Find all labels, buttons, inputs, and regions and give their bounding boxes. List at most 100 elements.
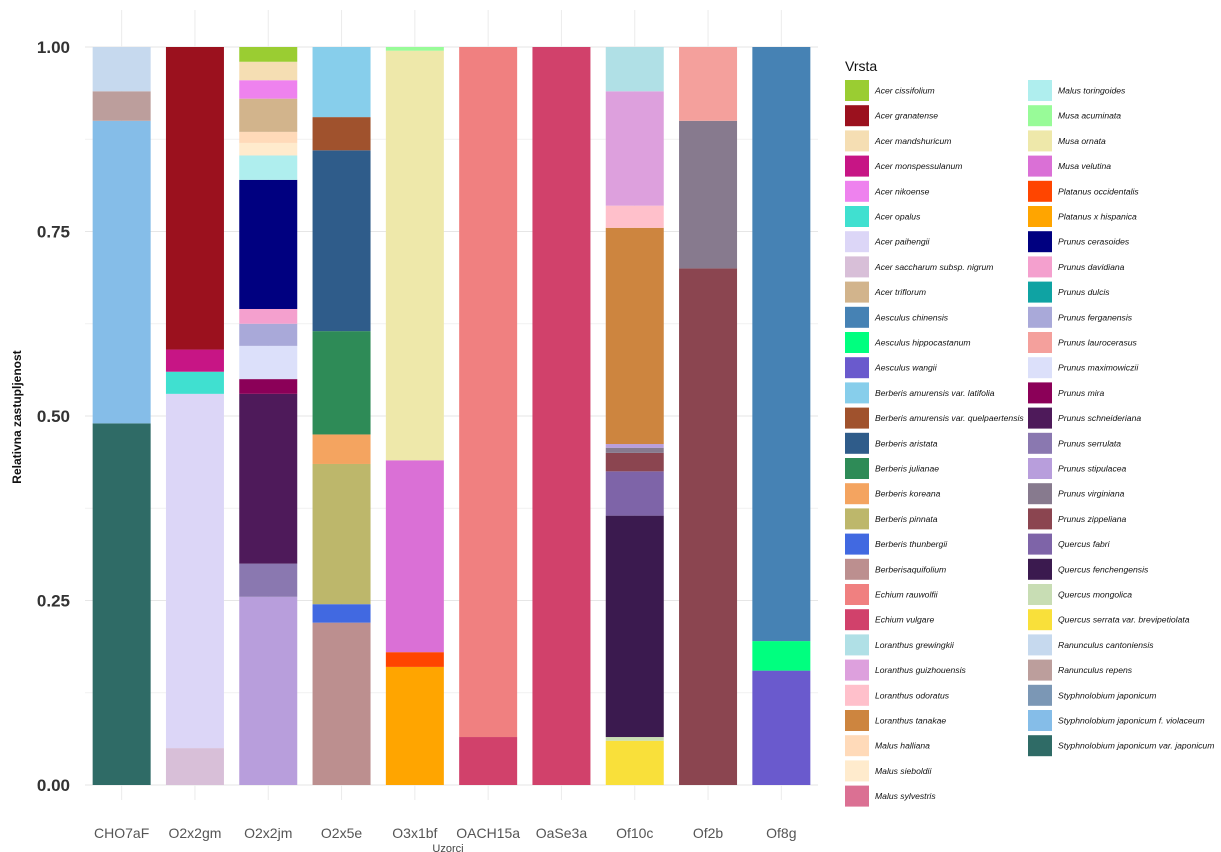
- legend-label: Prunus virginiana: [1058, 489, 1125, 499]
- legend-swatch: [845, 130, 869, 152]
- bar-segment: [605, 515, 664, 738]
- legend-swatch: [845, 760, 869, 782]
- legend-swatch: [845, 80, 869, 101]
- bar-segment: [385, 460, 444, 653]
- legend-label: Styphnolobium japonicum f. violaceum: [1058, 716, 1205, 726]
- legend-label: Ranunculus cantoniensis: [1058, 640, 1154, 650]
- y-tick-label: 0.75: [37, 223, 70, 242]
- legend-label: Berberis julianae: [875, 464, 939, 474]
- legend-swatch: [1028, 256, 1052, 278]
- legend-label: Acer saccharum subsp. nigrum: [874, 262, 993, 272]
- legend-label: Aesculus hippocastanum: [874, 338, 971, 348]
- bar-segment: [165, 393, 224, 749]
- bar-segment: [312, 47, 371, 118]
- x-tick-label: Of8g: [766, 825, 796, 841]
- bars: [92, 47, 811, 785]
- legend-label: Styphnolobium japonicum: [1058, 690, 1156, 700]
- legend-label: Malus halliana: [875, 741, 930, 751]
- y-tick-label: 0.00: [37, 776, 70, 795]
- legend-label: Malus sieboldii: [875, 766, 932, 776]
- bar-segment: [239, 155, 298, 180]
- legend-swatch: [1028, 432, 1052, 454]
- legend-swatch: [1028, 382, 1052, 404]
- legend-label: Prunus dulcis: [1058, 287, 1110, 297]
- bar-segment: [239, 323, 298, 346]
- bar-segment: [679, 268, 738, 785]
- bar-segment: [752, 47, 811, 642]
- bar-segment: [605, 452, 664, 472]
- legend-swatch: [1028, 508, 1052, 530]
- legend-swatch: [845, 533, 869, 555]
- legend-swatch: [845, 458, 869, 479]
- legend-swatch: [1028, 281, 1052, 303]
- bar-segment: [239, 179, 298, 309]
- bar-segment: [239, 393, 298, 564]
- legend-swatch: [1028, 609, 1052, 631]
- legend-swatch: [1028, 155, 1052, 177]
- legend-label: Loranthus tanakae: [875, 716, 946, 726]
- bar-segment: [312, 150, 371, 332]
- legend-label: Prunus davidiana: [1058, 262, 1125, 272]
- legend-label: Acer granatense: [874, 111, 938, 121]
- bar-segment: [165, 748, 224, 785]
- bar-segment: [239, 47, 298, 62]
- legend-label: Prunus stipulacea: [1058, 464, 1127, 474]
- legend-label: Quercus fenchengensis: [1058, 564, 1149, 574]
- legend-label: Berberis koreana: [875, 489, 941, 499]
- legend-label: Berberisaquifolium: [875, 564, 946, 574]
- legend-swatch: [845, 432, 869, 454]
- legend-label: Acer monspessulanum: [874, 161, 962, 171]
- legend-label: Echium vulgare: [875, 615, 934, 625]
- bar-segment: [605, 91, 664, 206]
- legend-label: Platanus x hispanica: [1058, 212, 1137, 222]
- bar-segment: [92, 423, 151, 785]
- bar-segment: [239, 61, 298, 81]
- legend-swatch: [1028, 533, 1052, 555]
- legend-label: Malus sylvestris: [875, 791, 936, 801]
- bar-segment: [752, 670, 811, 785]
- legend-label: Acer mandshuricum: [874, 136, 951, 146]
- legend-swatch: [845, 634, 869, 656]
- legend-swatch: [845, 105, 869, 127]
- legend-label: Echium rauwolfii: [875, 590, 939, 600]
- legend-label: Musa ornata: [1058, 136, 1106, 146]
- bar-segment: [679, 120, 738, 269]
- legend-swatch: [845, 659, 869, 681]
- legend-swatch: [845, 558, 869, 580]
- legend-label: Berberis amurensis var. quelpaertensis: [875, 413, 1024, 423]
- bar-segment: [312, 463, 371, 605]
- bar-segment: [605, 205, 664, 228]
- legend-label: Berberis amurensis var. latifolia: [875, 388, 995, 398]
- legend-swatch: [845, 357, 869, 379]
- x-tick-label: Of2b: [693, 825, 724, 841]
- bar-segment: [165, 349, 224, 372]
- bar-segment: [312, 622, 371, 785]
- legend-label: Prunus schneideriana: [1058, 413, 1141, 423]
- legend-swatch: [1028, 558, 1052, 580]
- bar-segment: [605, 47, 664, 92]
- legend-label: Quercus mongolica: [1058, 590, 1132, 600]
- bar-segment: [239, 98, 298, 132]
- bar-segment: [312, 434, 371, 464]
- legend-swatch: [1028, 710, 1052, 731]
- legend-label: Acer opalus: [874, 212, 921, 222]
- legend-swatch: [1028, 231, 1052, 253]
- y-tick-label: 0.50: [37, 407, 70, 426]
- bar-segment: [239, 379, 298, 394]
- bar-segment: [312, 331, 371, 435]
- x-tick-label: O3x1bf: [392, 825, 437, 841]
- legend-swatch: [845, 584, 869, 605]
- legend-swatch: [845, 684, 869, 706]
- bar-segment: [92, 47, 151, 92]
- bar-segment: [239, 563, 298, 597]
- legend-swatch: [845, 332, 869, 353]
- legend-label: Prunus ferganensis: [1058, 312, 1133, 322]
- legend-swatch: [845, 785, 869, 807]
- legend-label: Styphnolobium japonicum var. japonicum: [1058, 741, 1214, 751]
- bar-segment: [385, 50, 444, 461]
- bar-segment: [532, 47, 591, 785]
- legend-swatch: [1028, 735, 1052, 757]
- bar-segment: [165, 47, 224, 350]
- x-tick-label: O2x2jm: [244, 825, 292, 841]
